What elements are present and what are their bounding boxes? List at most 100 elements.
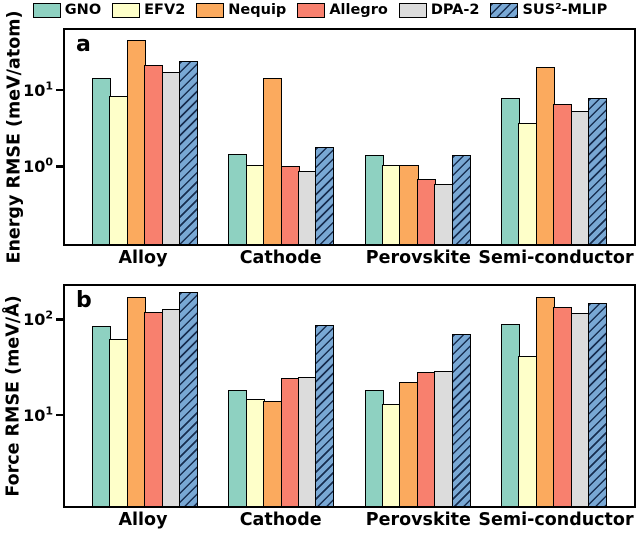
bar-dpa-2-semi-conductor <box>570 110 590 244</box>
y-tick-10e1 <box>56 413 63 416</box>
bar-allegro-perovskite <box>416 179 436 244</box>
bar-gno-semi-conductor <box>500 98 521 244</box>
bar-nequip-alloy <box>126 40 146 244</box>
bar-groups-a <box>65 30 634 244</box>
bar-efv2-perovskite <box>382 164 402 244</box>
chart-energy-rmse: Energy RMSE (meV/atom) 100 101 a Alloy Cat… <box>4 11 636 268</box>
legend-label-efv2: EFV2 <box>144 2 186 19</box>
bar-sus-mlip-cathode <box>315 324 335 506</box>
y-tick-label-10e1: 101 <box>23 79 53 100</box>
legend-swatch-allegro <box>297 3 326 18</box>
bar-gno-cathode <box>228 390 248 506</box>
bar-efv2-semi-conductor <box>518 356 538 506</box>
bar-gno-semi-conductor <box>500 323 521 506</box>
plot-area-b: 101 102 <box>23 286 634 506</box>
y-tick-10e2 <box>56 318 63 321</box>
legend-item-dpa-2: DPA-2 <box>398 2 480 19</box>
bar-group-semi-conductor <box>500 286 608 506</box>
legend: GNO EFV2 Nequip Allegro DPA-2 SUS²-MLIP <box>0 3 640 18</box>
legend-swatch-sus-mlip <box>490 3 519 18</box>
legend-label-allegro: Allegro <box>329 2 388 19</box>
legend-label-dpa-2: DPA-2 <box>430 2 480 19</box>
bar-groups-b <box>65 286 634 506</box>
bar-sus-mlip-semi-conductor <box>587 97 608 244</box>
x-category-label-semi-conductor: Semi-conductor <box>478 510 633 530</box>
bar-sus-mlip-alloy <box>178 61 199 244</box>
x-category-label-cathode: Cathode <box>228 248 334 268</box>
x-category-text-alloy: Alloy <box>118 248 168 268</box>
bar-efv2-alloy <box>109 339 129 506</box>
bar-efv2-alloy <box>109 95 129 244</box>
x-category-text-cathode: Cathode <box>239 510 322 530</box>
legend-label-nequip: Nequip <box>228 2 287 19</box>
legend-label-sus-mlip: SUS²-MLIP <box>522 2 608 19</box>
bar-nequip-cathode <box>263 78 283 244</box>
bar-nequip-cathode <box>263 401 283 506</box>
bar-nequip-perovskite <box>399 382 419 506</box>
plot-area-a: 100 101 <box>23 30 634 244</box>
x-category-label-perovskite: Perovskite <box>365 248 471 268</box>
x-category-text-perovskite: Perovskite <box>365 248 471 268</box>
x-category-label-alloy: Alloy <box>90 248 196 268</box>
bar-gno-cathode <box>228 153 248 244</box>
bar-dpa-2-alloy <box>161 72 181 244</box>
bar-sus-mlip-perovskite <box>451 334 471 506</box>
bar-sus-mlip-semi-conductor <box>587 302 608 506</box>
x-category-text-cathode: Cathode <box>239 248 322 268</box>
x-category-label-cathode: Cathode <box>228 510 334 530</box>
bar-nequip-alloy <box>126 297 146 506</box>
y-tick-label-10e1: 101 <box>23 404 53 425</box>
bar-efv2-cathode <box>245 164 265 244</box>
bar-group-semi-conductor <box>500 30 608 244</box>
bar-group-perovskite <box>364 286 471 506</box>
legend-swatch-nequip <box>196 3 225 18</box>
y-axis-label-energy: Energy RMSE (meV/atom) <box>4 10 25 264</box>
x-category-text-semi-conductor: Semi-conductor <box>478 248 634 268</box>
bar-dpa-2-alloy <box>161 309 181 506</box>
bar-allegro-perovskite <box>416 372 436 506</box>
bar-allegro-alloy <box>144 64 164 244</box>
x-category-label-alloy: Alloy <box>90 510 196 530</box>
x-axis-labels-b: Alloy Cathode Perovskite Semi-conductor <box>63 510 636 530</box>
bar-group-perovskite <box>364 30 471 244</box>
x-category-text-alloy: Alloy <box>118 510 168 530</box>
bar-gno-perovskite <box>364 155 384 244</box>
bar-gno-alloy <box>92 326 112 506</box>
bar-efv2-perovskite <box>382 403 402 506</box>
legend-item-nequip: Nequip <box>196 3 286 18</box>
bar-allegro-alloy <box>144 311 164 506</box>
bar-nequip-semi-conductor <box>535 66 555 244</box>
legend-swatch-dpa-2 <box>398 3 427 18</box>
bar-nequip-perovskite <box>399 164 419 244</box>
bar-dpa-2-perovskite <box>434 370 454 506</box>
bar-dpa-2-semi-conductor <box>570 312 590 506</box>
bar-allegro-cathode <box>280 378 300 506</box>
bar-sus-mlip-perovskite <box>451 155 471 244</box>
bar-gno-perovskite <box>364 390 384 506</box>
y-axis-label-force: Force RMSE (meV/Å) <box>4 295 25 497</box>
legend-item-sus-mlip: SUS²-MLIP <box>490 3 607 18</box>
panel-letter-b: b <box>76 288 92 313</box>
legend-item-gno: GNO <box>32 2 102 19</box>
y-tick-10e1 <box>56 88 63 91</box>
bar-group-alloy <box>92 286 199 506</box>
bar-dpa-2-cathode <box>297 376 317 506</box>
bar-nequip-semi-conductor <box>535 297 555 506</box>
bar-group-cathode <box>228 30 335 244</box>
plot-panel-a: 100 101 a <box>23 28 636 246</box>
y-tick-10e0 <box>56 165 63 168</box>
legend-item-allegro: Allegro <box>297 3 388 18</box>
bar-efv2-semi-conductor <box>518 122 538 244</box>
bar-allegro-cathode <box>280 166 300 244</box>
legend-label-gno: GNO <box>64 2 102 19</box>
y-tick-label-10e0: 100 <box>23 155 53 177</box>
legend-swatch-efv2 <box>112 3 141 18</box>
bar-gno-alloy <box>92 78 112 244</box>
bar-sus-mlip-cathode <box>315 146 335 244</box>
bar-efv2-cathode <box>245 399 265 506</box>
x-category-text-perovskite: Perovskite <box>365 510 471 530</box>
legend-swatch-gno <box>32 3 61 18</box>
panel-letter-a: a <box>76 32 91 57</box>
y-tick-label-10e2: 102 <box>23 308 53 330</box>
